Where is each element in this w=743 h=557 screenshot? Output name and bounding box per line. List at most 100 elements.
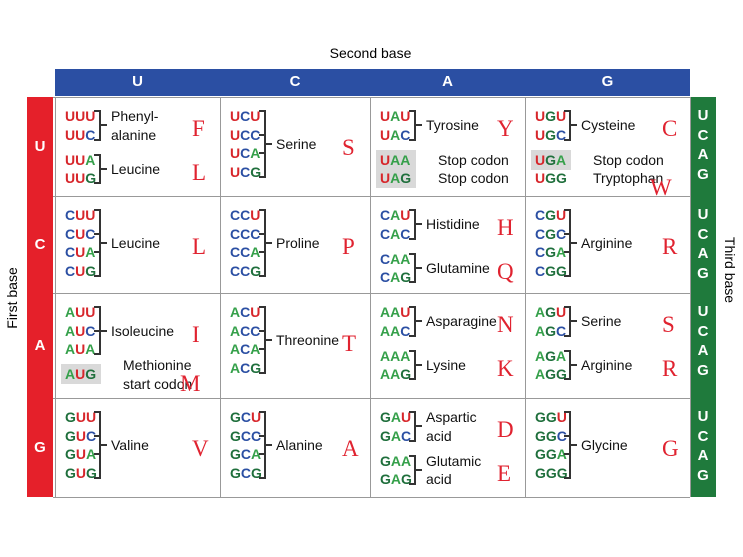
codon: CGU	[535, 206, 566, 224]
bracket-line	[259, 348, 265, 350]
codon-base: A	[390, 151, 401, 168]
third-base-label: A	[697, 146, 709, 163]
codon-base: A	[535, 347, 546, 364]
bracket-line	[409, 110, 415, 112]
codon-base: A	[400, 151, 411, 168]
codon-base: U	[75, 446, 87, 462]
codon-base: C	[230, 207, 241, 223]
codon-base: U	[75, 207, 86, 223]
grid-line	[53, 398, 690, 399]
codon-base: C	[240, 446, 252, 462]
grid-line	[53, 293, 690, 294]
bracket-line	[564, 209, 570, 211]
bracket-line	[564, 378, 570, 380]
bracket-line	[409, 138, 415, 141]
codon-base: G	[400, 366, 412, 382]
codon-base: G	[556, 262, 567, 279]
bracket-line	[94, 434, 100, 437]
bracket-line	[94, 251, 100, 253]
codon-base: C	[380, 225, 391, 242]
second-base-title: Second base	[0, 45, 743, 61]
bracket-line	[564, 251, 570, 253]
codon-base: A	[390, 225, 401, 242]
codon-base: G	[545, 126, 557, 143]
bracket-line	[564, 306, 570, 308]
codon-base: U	[230, 126, 241, 143]
amino-acid-label: Tyrosine	[426, 117, 479, 134]
third-base-label: C	[697, 225, 709, 243]
codon-base: G	[545, 108, 557, 124]
bracket-line	[94, 353, 100, 355]
codon-base: A	[535, 366, 546, 382]
bracket-line	[564, 138, 570, 141]
bracket-line	[99, 443, 107, 446]
bracket-line	[409, 306, 415, 308]
codon-base: C	[240, 145, 251, 161]
codon: AUG	[65, 365, 96, 383]
codon-base: C	[85, 126, 96, 143]
codon-base: U	[65, 170, 76, 186]
codon: UCU	[230, 107, 260, 125]
codon-base: U	[250, 108, 261, 124]
codon-base: A	[390, 207, 401, 223]
amino-acid-label: Glycine	[581, 436, 628, 453]
codon-base: C	[250, 322, 261, 339]
codon: AUU	[65, 303, 95, 321]
codon-base: G	[545, 427, 557, 444]
codon-base: C	[556, 427, 567, 444]
codon-base: U	[75, 409, 87, 425]
third-base-bar	[690, 97, 716, 497]
column-header: U	[132, 73, 143, 90]
bracket-line	[94, 153, 100, 156]
one-letter-code: N	[497, 312, 514, 338]
codon-base: U	[75, 464, 87, 481]
codon-base: C	[65, 244, 76, 260]
bracket-line	[564, 232, 570, 235]
bracket-line	[569, 363, 577, 366]
third-base-label: A	[697, 447, 709, 464]
codon-base: G	[556, 464, 568, 481]
bracket-line	[259, 306, 265, 308]
one-letter-code: L	[192, 159, 207, 185]
third-base-label: C	[697, 322, 709, 340]
bracket-line	[414, 468, 422, 471]
codon-base: C	[85, 322, 96, 339]
codon-base: A	[250, 341, 261, 357]
codon: GAU	[380, 408, 411, 426]
bracket-line	[264, 338, 272, 341]
grid-line	[370, 97, 371, 497]
bracket-line	[569, 124, 577, 127]
codon-base: A	[400, 250, 411, 267]
amino-acid-label: Arginine	[581, 356, 633, 373]
amino-acid-label: Cysteine	[581, 117, 636, 134]
bracket-line	[564, 453, 570, 455]
codon-base: U	[250, 304, 261, 320]
third-base-label: G	[697, 165, 709, 183]
codon: UUG	[65, 169, 96, 187]
codon-base: G	[380, 409, 391, 425]
amino-acid-label: Methionine	[123, 356, 192, 373]
codon-base: U	[380, 151, 391, 168]
codon-base: C	[240, 207, 251, 223]
codon-base: A	[85, 244, 96, 260]
codon-base: A	[250, 244, 261, 260]
one-letter-code: M	[180, 371, 201, 396]
codon-base: C	[230, 262, 241, 279]
bracket-line	[259, 152, 265, 154]
amino-acid-label: Lysine	[426, 356, 466, 373]
column-header: G	[601, 73, 614, 90]
codon-base: U	[535, 126, 546, 143]
third-base-label: U	[697, 303, 709, 320]
codon-base: A	[390, 304, 401, 320]
codon-base: C	[251, 427, 262, 444]
grid-line	[53, 196, 690, 197]
codon-base: G	[401, 471, 412, 487]
grid-line	[525, 97, 526, 497]
codon-base: A	[85, 151, 96, 168]
amino-acid-label: Aspartic	[426, 409, 477, 425]
highlight	[376, 149, 416, 170]
codon: CAU	[380, 206, 410, 224]
bracket-line	[564, 334, 570, 337]
codon: CUA	[65, 243, 95, 261]
codon-base: C	[380, 269, 391, 285]
